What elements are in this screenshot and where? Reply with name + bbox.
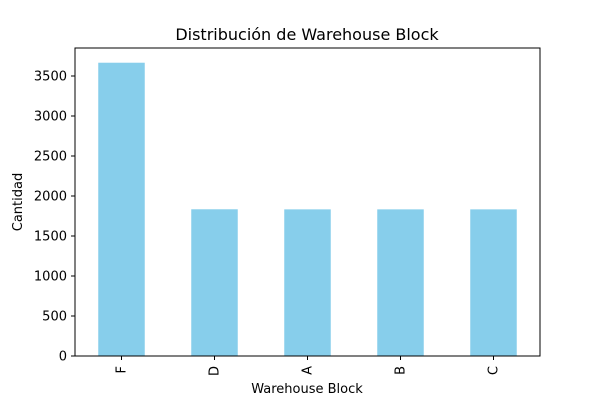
x-tick-label: A: [301, 366, 316, 375]
y-tick-label: 3500: [34, 70, 67, 85]
y-axis-label: Cantidad: [11, 173, 26, 231]
y-tick-label: 1000: [34, 270, 67, 285]
x-tick-label: B: [394, 366, 409, 375]
bar-f: [98, 62, 145, 356]
y-tick-label: 0: [59, 350, 67, 365]
y-tick-label: 2500: [34, 150, 67, 165]
bar-c: [470, 209, 517, 356]
y-axis-ticks: 0 500 1000 1500 2000 2500 3000 3500: [34, 70, 75, 365]
x-tick-label: F: [115, 366, 130, 373]
x-axis-label: Warehouse Block: [251, 382, 363, 397]
bar-b: [377, 209, 424, 356]
bar-d: [191, 209, 238, 356]
x-tick-label: D: [208, 366, 223, 376]
plot-frame: [74, 47, 541, 357]
y-tick-label: 500: [42, 310, 67, 325]
chart-title: Distribución de Warehouse Block: [175, 25, 439, 44]
x-tick-label: C: [487, 366, 502, 375]
bar-a: [284, 209, 331, 356]
y-tick-label: 2000: [34, 190, 67, 205]
bars-group: [98, 62, 517, 356]
y-tick-label: 1500: [34, 230, 67, 245]
y-tick-label: 3000: [34, 110, 67, 125]
